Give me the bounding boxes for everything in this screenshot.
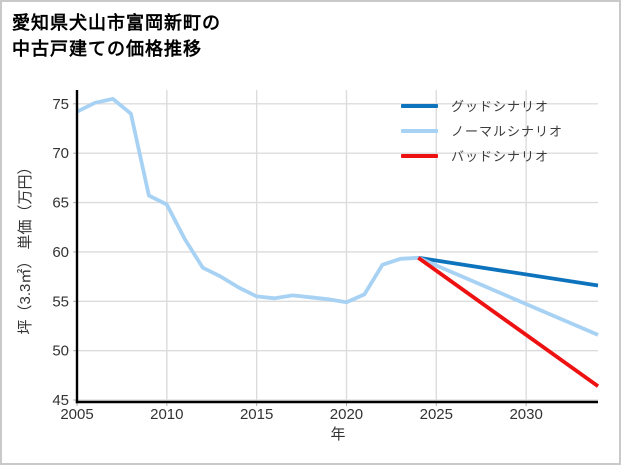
- legend-label-normal: ノーマルシナリオ: [451, 124, 564, 139]
- series-line-history: [76, 97, 419, 305]
- series-line-bad: [417, 256, 600, 388]
- x-tick-label: 2020: [330, 406, 363, 423]
- chart-title-line2: 中古戸建ての価格推移: [12, 39, 202, 59]
- legend-swatch-normal-line: [401, 128, 438, 133]
- x-tick-label: 2030: [509, 406, 542, 423]
- legend-item-good: グッドシナリオ: [401, 93, 563, 118]
- y-tick-label: 75: [52, 96, 69, 113]
- y-tick-label: 55: [52, 293, 69, 310]
- y-axis-title: 坪（3.3㎡） 単価（万円）: [17, 159, 34, 335]
- x-tick-label: 2015: [240, 406, 273, 423]
- legend-item-bad: バッドシナリオ: [401, 143, 563, 168]
- x-axis-title: 年: [330, 426, 346, 443]
- legend-item-normal: ノーマルシナリオ: [401, 118, 563, 143]
- y-tick-label: 50: [52, 343, 69, 360]
- chart-title-line1: 愛知県犬山市富岡新町の: [12, 13, 221, 33]
- legend-label-good: グッドシナリオ: [451, 99, 550, 114]
- chart-title: 愛知県犬山市富岡新町の 中古戸建ての価格推移: [12, 10, 221, 62]
- legend-swatch-bad-line: [401, 153, 438, 158]
- legend-label-bad: バッドシナリオ: [451, 149, 550, 164]
- y-tick-label: 45: [52, 392, 69, 409]
- x-tick-label: 2010: [150, 406, 183, 423]
- y-tick-label: 70: [52, 145, 69, 162]
- y-tick-label: 60: [52, 244, 69, 261]
- x-tick-label: 2025: [420, 406, 453, 423]
- x-tick-label: 2005: [60, 406, 93, 423]
- chart-legend: グッドシナリオ ノーマルシナリオ バッドシナリオ: [401, 93, 563, 168]
- y-tick-label: 65: [52, 195, 69, 212]
- legend-swatch-good-line: [401, 103, 438, 108]
- series-line-good: [418, 255, 599, 288]
- series-line-normal: [417, 256, 599, 337]
